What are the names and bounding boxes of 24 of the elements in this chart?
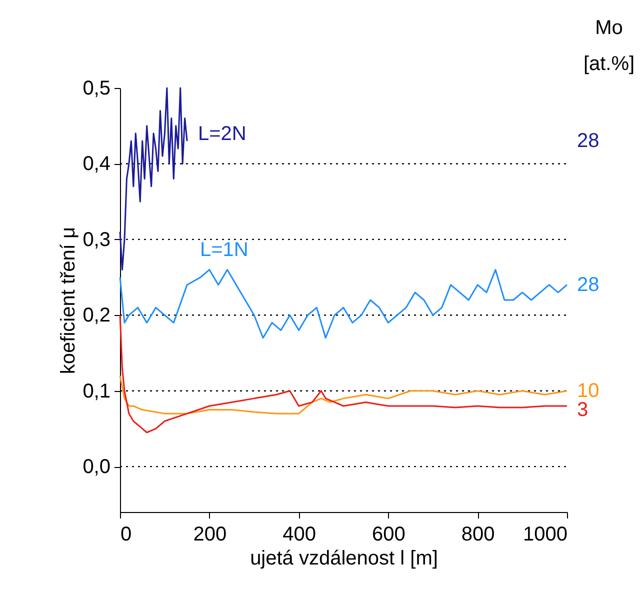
x-tick-label: 600 (372, 524, 406, 546)
x-tick-label: 1000 (523, 524, 568, 546)
x-tick-label: 200 (193, 524, 227, 546)
text: 28 (577, 130, 600, 152)
y-axis-title: koeficient tření μ (58, 226, 80, 374)
line-series (119, 87, 188, 270)
annotation: L=2N (198, 123, 246, 145)
text: Mo (595, 17, 623, 39)
x-tick-label: 400 (282, 524, 316, 546)
line-series (119, 374, 568, 414)
y-tick-label: 0,1 (82, 380, 110, 402)
y-tick-label: 0,2 (82, 304, 110, 327)
line-series (119, 268, 568, 339)
y-tick-label: 0,4 (82, 153, 110, 176)
y-tick-label: 0,5 (82, 78, 110, 100)
y-tick-label: 0,3 (82, 228, 110, 251)
text: [at.%] (583, 53, 635, 75)
x-tick-label: 0 (120, 524, 132, 546)
x-tick-label: 800 (461, 524, 495, 546)
y-tick-label: 0,0 (82, 456, 110, 478)
line-series (119, 314, 568, 434)
series-label: 28 (577, 274, 600, 296)
x-axis-title: ujetá vzdálenost l [m] (250, 548, 438, 570)
annotation: L=1N (200, 239, 248, 261)
